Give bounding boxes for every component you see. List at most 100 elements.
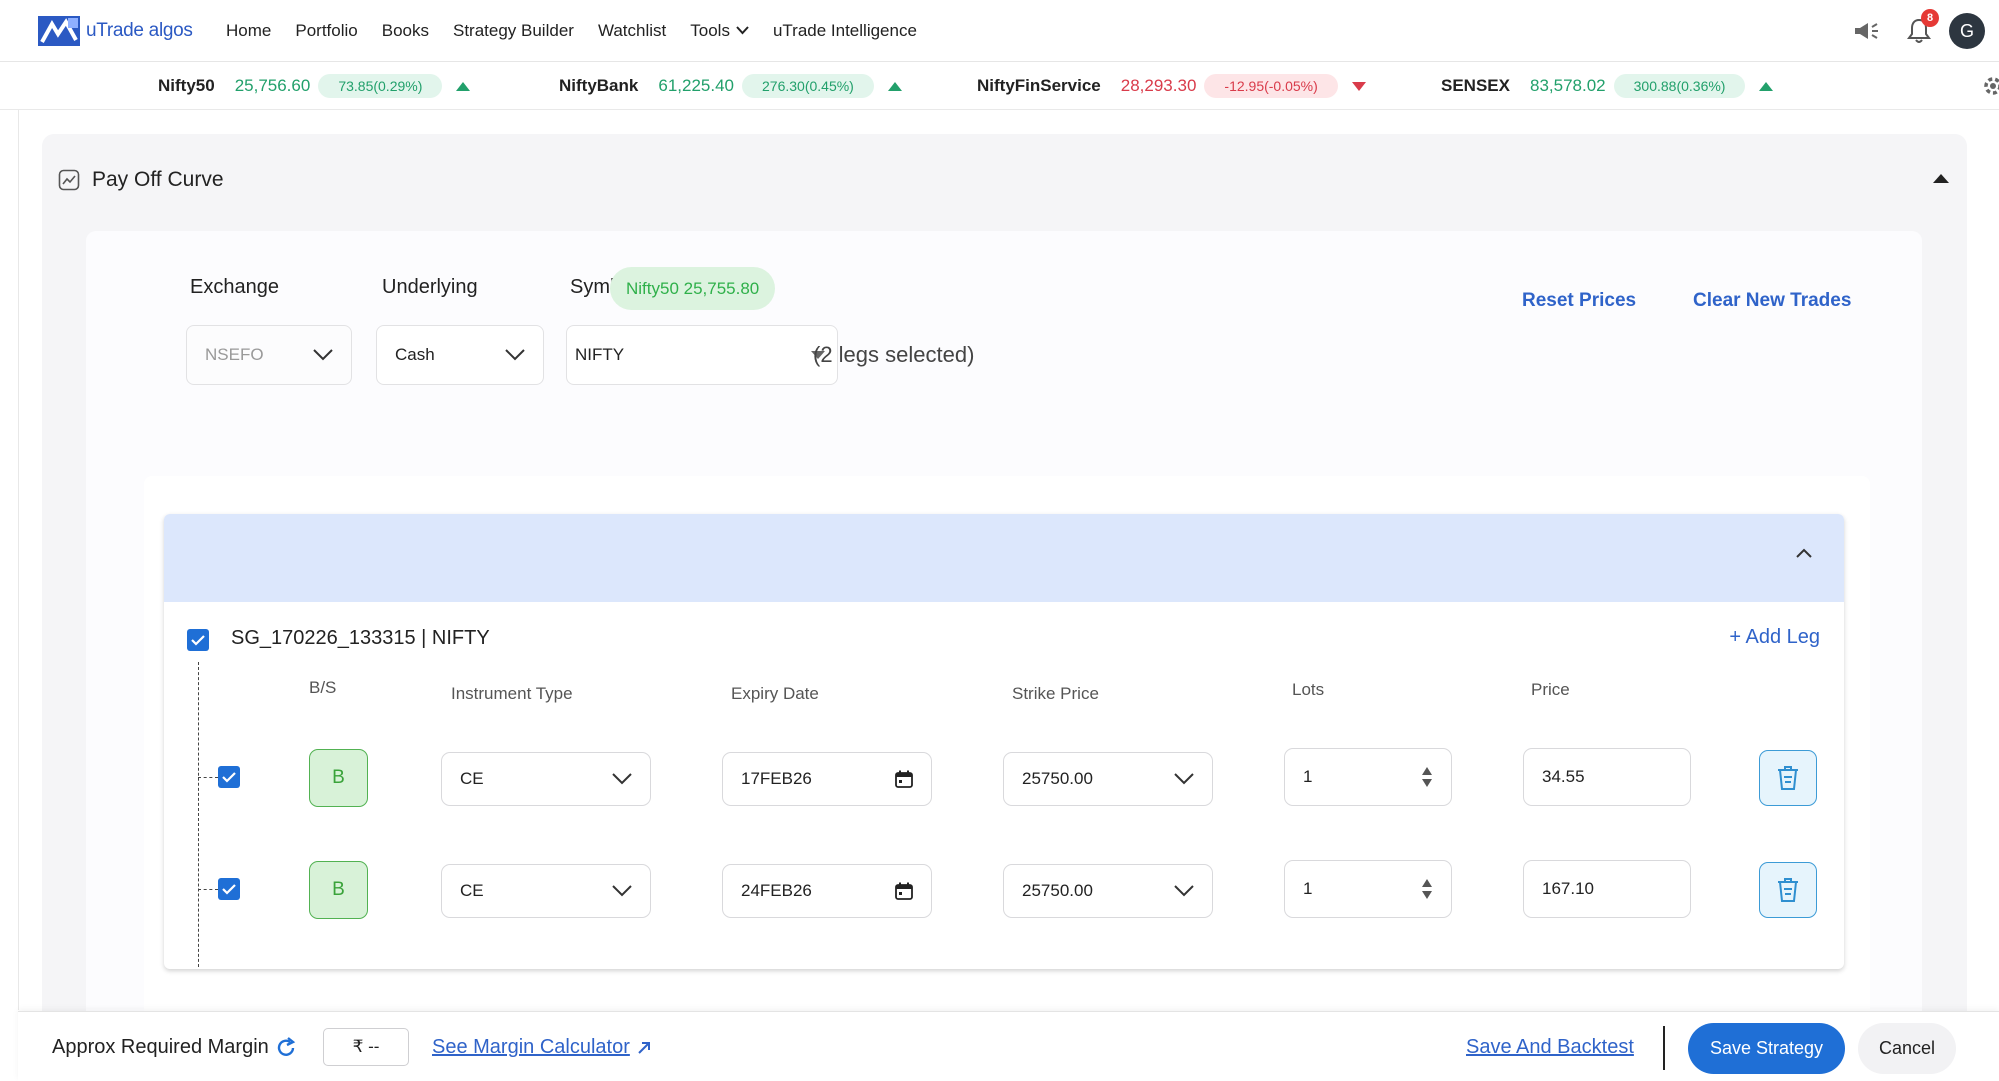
tree-branch	[198, 889, 218, 890]
user-avatar[interactable]: G	[1949, 13, 1985, 49]
nav-home[interactable]: Home	[226, 20, 272, 40]
lots-stepper[interactable]: 1	[1284, 748, 1452, 806]
exchange-select: NSEFO	[186, 325, 352, 385]
gear-icon[interactable]	[1979, 74, 1999, 98]
trash-icon	[1778, 878, 1798, 902]
leg-checkbox[interactable]	[218, 766, 240, 788]
margin-value: ₹ --	[323, 1028, 409, 1066]
expiry-date-value: 17FEB26	[741, 769, 812, 788]
underlying-select[interactable]: Cash	[376, 325, 544, 385]
ticker-item[interactable]: NiftyFinService 28,293.30 -12.95(-0.05%)	[977, 62, 1366, 110]
market-ticker: Nifty50 25,756.60 73.85(0.29%) NiftyBank…	[0, 62, 1999, 110]
symbol-select[interactable]: NIFTY	[566, 325, 838, 385]
tree-connector	[198, 662, 199, 969]
clear-new-trades-button[interactable]: Clear New Trades	[1693, 290, 1852, 311]
margin-label: Approx Required Margin	[52, 1036, 269, 1058]
check-icon	[191, 634, 205, 646]
nav-portfolio[interactable]: Portfolio	[295, 20, 358, 40]
ticker-name: NiftyBank	[559, 76, 639, 95]
price-value: 167.10	[1542, 879, 1594, 898]
margin-calculator-link[interactable]: See Margin Calculator	[432, 1036, 652, 1059]
ticker-change: 73.85(0.29%)	[318, 74, 443, 98]
nav-utrade-intelligence[interactable]: uTrade Intelligence	[772, 20, 917, 40]
price-input[interactable]: 167.10	[1523, 860, 1691, 918]
leg-checkbox[interactable]	[218, 878, 240, 900]
ticker-change: -12.95(-0.05%)	[1204, 74, 1338, 98]
payoff-header[interactable]: Pay Off Curve	[58, 168, 224, 192]
top-navbar: uTrade algos Home Portfolio Books Strate…	[0, 0, 1999, 62]
nav-strategy-builder[interactable]: Strategy Builder	[452, 20, 574, 40]
add-leg-button[interactable]: + Add Leg	[1729, 626, 1820, 648]
symbol-price-chip: Nifty50 25,755.80	[610, 267, 776, 310]
lots-stepper[interactable]: 1	[1284, 860, 1452, 918]
calendar-icon	[895, 770, 913, 788]
stepper-arrows-icon[interactable]	[1421, 766, 1433, 788]
trend-up-icon	[1759, 81, 1774, 91]
strategy-card: Exchange Underlying Symbol Nifty50 25,75…	[86, 231, 1922, 1051]
ticker-value: 28,293.30	[1120, 76, 1197, 95]
announcement-button[interactable]	[1851, 15, 1883, 47]
notifications-button[interactable]: 8	[1903, 9, 1939, 47]
chevron-down-icon	[736, 26, 749, 35]
chevron-down-icon	[1174, 773, 1194, 785]
notification-badge: 8	[1921, 9, 1939, 27]
check-icon	[222, 883, 236, 895]
save-strategy-button[interactable]: Save Strategy	[1688, 1023, 1845, 1074]
legs-selected-text: (2 legs selected)	[813, 342, 975, 367]
ticker-value: 83,578.02	[1529, 76, 1606, 95]
nav-tools[interactable]: Tools	[690, 21, 749, 41]
column-header: Price	[1531, 680, 1570, 699]
delete-leg-button[interactable]	[1759, 750, 1817, 806]
column-header: B/S	[309, 678, 337, 697]
save-and-backtest-link[interactable]: Save And Backtest	[1466, 1036, 1634, 1058]
margin-label-group: Approx Required Margin	[52, 1036, 297, 1059]
lots-value: 1	[1303, 767, 1313, 786]
chart-icon	[58, 169, 80, 191]
expiry-date-input[interactable]: 24FEB26	[722, 864, 932, 918]
strike-price-select[interactable]: 25750.00	[1003, 864, 1213, 918]
chevron-up-icon[interactable]	[1796, 548, 1812, 558]
group-checkbox[interactable]	[187, 629, 209, 651]
tree-branch	[198, 777, 218, 778]
buy-sell-toggle[interactable]: B	[309, 861, 368, 919]
instrument-type-value: CE	[460, 769, 484, 788]
trash-icon	[1778, 766, 1798, 790]
price-input[interactable]: 34.55	[1523, 748, 1691, 806]
delete-leg-button[interactable]	[1759, 862, 1817, 918]
strategy-group-header[interactable]	[164, 514, 1844, 602]
strike-price-value: 25750.00	[1022, 881, 1093, 900]
reset-prices-button[interactable]: Reset Prices	[1522, 290, 1637, 311]
calendar-icon	[895, 882, 913, 900]
underlying-value: Cash	[395, 345, 435, 364]
ticker-item[interactable]: NiftyBank 61,225.40 276.30(0.45%)	[559, 62, 902, 110]
check-icon	[222, 771, 236, 783]
app-logo[interactable]: uTrade algos	[38, 15, 208, 46]
cancel-button[interactable]: Cancel	[1858, 1023, 1956, 1074]
symbol-value: NIFTY	[575, 345, 625, 364]
nav-watchlist[interactable]: Watchlist	[597, 20, 667, 40]
ticker-item[interactable]: Nifty50 25,756.60 73.85(0.29%)	[158, 62, 471, 110]
caret-down-icon	[811, 351, 825, 359]
expiry-date-input[interactable]: 17FEB26	[722, 752, 932, 806]
instrument-type-select[interactable]: CE	[441, 752, 651, 806]
ticker-name: NiftyFinService	[977, 76, 1101, 95]
refresh-icon[interactable]	[275, 1036, 297, 1059]
page-edge	[18, 110, 19, 1010]
buy-sell-toggle[interactable]: B	[309, 749, 368, 807]
nav-books[interactable]: Books	[381, 20, 429, 40]
strategy-group: SG_170226_133315 | NIFTY + Add Leg B/S I…	[164, 514, 1844, 969]
ticker-item[interactable]: SENSEX 83,578.02 300.88(0.36%)	[1441, 62, 1774, 110]
chevron-down-icon	[505, 349, 525, 361]
column-header: Strike Price	[1012, 684, 1099, 703]
logo-text: uTrade algos	[86, 19, 193, 41]
group-title: SG_170226_133315 | NIFTY	[231, 627, 490, 649]
stepper-arrows-icon[interactable]	[1421, 878, 1433, 900]
strike-price-value: 25750.00	[1022, 769, 1093, 788]
payoff-title: Pay Off Curve	[92, 168, 224, 191]
collapse-caret-icon[interactable]	[1933, 174, 1949, 183]
exchange-value: NSEFO	[205, 345, 264, 364]
strike-price-select[interactable]: 25750.00	[1003, 752, 1213, 806]
trend-down-icon	[1351, 81, 1366, 91]
instrument-type-select[interactable]: CE	[441, 864, 651, 918]
megaphone-icon	[1855, 23, 1878, 39]
